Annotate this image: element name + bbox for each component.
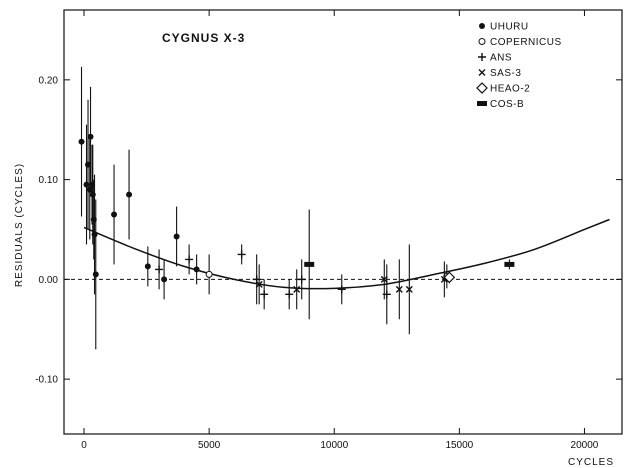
data-point: [380, 275, 388, 283]
data-point: [337, 285, 346, 294]
legend: UHURU COPERNICUS ANS SAS-3 HEAO-2 COS-B: [476, 22, 562, 110]
plot-frame: [63, 9, 623, 435]
legend-item: COS-B: [477, 99, 524, 110]
data-point: [304, 261, 315, 267]
data-point: [126, 191, 133, 198]
legend-marker: [478, 69, 486, 76]
data-point: [144, 263, 151, 270]
data-point: [443, 271, 456, 284]
legend-marker: [478, 53, 486, 61]
data-point: [86, 186, 93, 193]
legend-item: SAS-3: [478, 68, 521, 79]
x-tick-label: 10000: [320, 440, 348, 451]
y-axis: 0.20 0.10 0.00 -0.10: [35, 75, 622, 386]
legend-item: COPERNICUS: [478, 37, 562, 48]
legend-label: COPERNICUS: [490, 37, 562, 48]
y-tick-label: 0.10: [39, 175, 59, 186]
x-tick-label: 5000: [198, 440, 221, 451]
y-tick-label: 0.20: [39, 75, 59, 86]
data-point: [83, 181, 90, 188]
y-tick-label: 0.00: [39, 275, 59, 286]
data-point: [193, 266, 200, 273]
legend-item: ANS: [478, 53, 512, 64]
data-point: [91, 231, 98, 238]
x-tick-label: 0: [81, 440, 87, 451]
legend-label: COS-B: [490, 99, 524, 110]
data-point: [161, 276, 168, 283]
legend-marker: [479, 23, 485, 29]
data-point: [255, 280, 263, 288]
legend-label: ANS: [490, 53, 512, 64]
series-uhuru: [78, 66, 200, 350]
legend-marker: [476, 82, 488, 94]
data-point: [237, 250, 246, 259]
y-tick-label: -0.10: [35, 375, 58, 386]
data-point: [205, 270, 213, 278]
data-point: [111, 211, 118, 218]
legend-label: SAS-3: [490, 68, 521, 79]
legend-item: UHURU: [479, 22, 529, 33]
data-point: [155, 265, 164, 274]
legend-marker: [478, 38, 486, 45]
series-heao-2: [443, 271, 456, 284]
legend-label: UHURU: [490, 22, 529, 33]
data-point: [293, 285, 301, 293]
data-point: [504, 261, 515, 267]
data-point: [260, 290, 269, 299]
data-point: [173, 233, 180, 240]
data-point: [405, 285, 413, 293]
data-point: [285, 290, 294, 299]
x-axis: 0 5000 10000 15000 20000: [81, 10, 599, 451]
data-point: [185, 255, 194, 264]
x-tick-label: 15000: [445, 440, 473, 451]
data-point: [297, 275, 306, 284]
legend-item: HEAO-2: [476, 82, 530, 95]
chart-title: CYGNUS X-3: [162, 31, 245, 45]
data-points: [78, 66, 515, 350]
y-axis-label: RESIDUALS (CYCLES): [14, 163, 25, 287]
data-point: [395, 285, 403, 293]
legend-marker: [477, 101, 487, 106]
data-point: [92, 271, 99, 278]
series-cos-b: [304, 209, 515, 320]
series-sas-3: [255, 244, 448, 335]
data-point: [78, 138, 85, 145]
fit-curve: [83, 218, 610, 290]
legend-label: HEAO-2: [490, 84, 530, 95]
series-ans: [155, 244, 391, 325]
x-axis-label: CYCLES: [568, 457, 614, 468]
data-point: [87, 133, 94, 140]
x-tick-label: 20000: [571, 440, 599, 451]
